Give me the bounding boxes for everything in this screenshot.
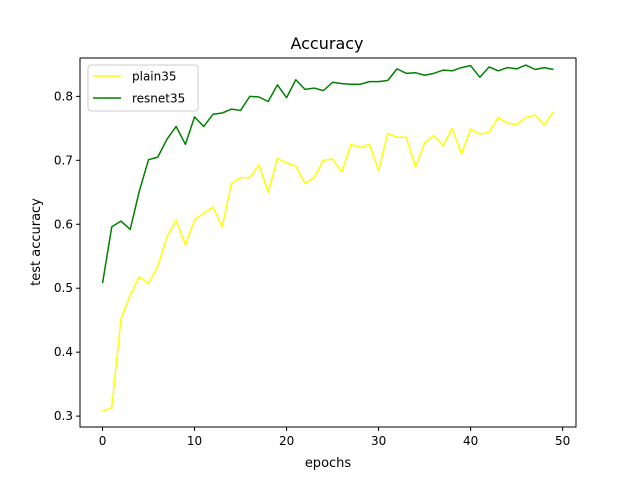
x-tick-label: 0 (99, 434, 107, 448)
series-plain35 (102, 111, 555, 412)
legend-label-resnet35: resnet35 (132, 92, 185, 106)
x-tick-label: 40 (463, 434, 478, 448)
legend: plain35 resnet35 (87, 64, 199, 112)
x-tick-label: 50 (555, 434, 570, 448)
plot-frame (79, 57, 577, 428)
series-line-plain35 (102, 111, 555, 412)
y-axis-ticks: 0.3 0.4 0.5 0.6 0.7 0.8 (54, 89, 80, 423)
chart-title: Accuracy (290, 34, 363, 53)
series-layer (101, 64, 555, 412)
y-tick-label: 0.3 (54, 409, 73, 423)
x-tick-label: 20 (279, 434, 294, 448)
x-axis-ticks: 0 10 20 30 40 50 (99, 427, 570, 448)
y-tick-label: 0.5 (54, 281, 73, 295)
legend-label-plain35: plain35 (132, 70, 177, 84)
y-tick-label: 0.7 (54, 153, 73, 167)
x-tick-label: 30 (371, 434, 386, 448)
y-tick-label: 0.8 (54, 89, 73, 103)
y-tick-label: 0.4 (54, 345, 73, 359)
y-tick-label: 0.6 (54, 217, 73, 231)
x-tick-label: 10 (187, 434, 202, 448)
y-axis-label: test accuracy (29, 198, 44, 286)
series-resnet35 (101, 64, 554, 284)
x-axis-label: epochs (305, 456, 352, 471)
series-line-resnet35 (101, 64, 554, 284)
